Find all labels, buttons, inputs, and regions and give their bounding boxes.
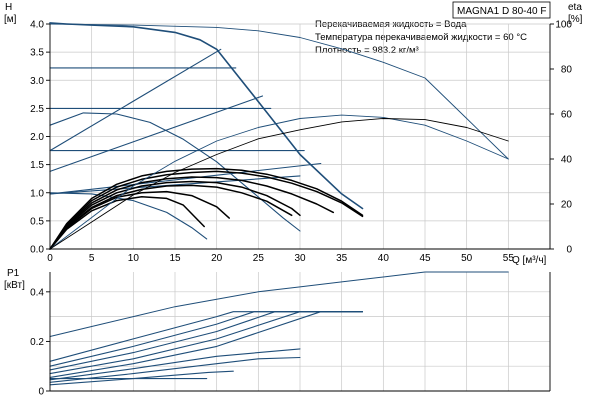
y2-tick-label: 40: [561, 155, 573, 166]
y-axis-unit: [м]: [4, 14, 17, 25]
y-tick-label: 0.0: [30, 245, 44, 256]
x-tick-label: 0: [47, 253, 53, 264]
power-y-tick-label: 0.2: [30, 337, 44, 348]
power-series-power-3: [49, 311, 364, 371]
x-tick-label: 55: [503, 253, 515, 264]
power-series-power-5: [49, 311, 364, 378]
power-series-power-6: [49, 348, 301, 381]
series-proportional-line-4: [49, 48, 222, 152]
y2-axis-title: eta: [568, 2, 582, 13]
x-tick-label: 45: [419, 253, 431, 264]
power-series-power-max-0: [49, 271, 509, 337]
chart-title: MAGNA1 D 80-40 F: [457, 6, 546, 17]
power-axis-unit: [кВт]: [4, 280, 25, 291]
y2-tick-label: 0: [566, 245, 572, 256]
power-series-power-4: [49, 311, 364, 375]
series-efficiency-17: [49, 114, 509, 250]
y-tick-label: 1.0: [30, 188, 44, 199]
x-tick-label: 5: [89, 253, 95, 264]
power-axis-title: P1: [7, 268, 20, 279]
x-tick-label: 20: [211, 253, 223, 264]
series-curve-9: [49, 192, 208, 240]
power-series-power-7: [49, 356, 301, 383]
series-efficiency-max-18: [49, 23, 509, 160]
y-tick-label: 2.0: [30, 132, 44, 143]
y2-tick-label: 80: [561, 65, 573, 76]
title-box: [452, 1, 551, 19]
series-proportional-line-6: [49, 162, 322, 195]
power-y-tick-label: 0: [38, 387, 44, 398]
x-axis-title: Q [м³/ч]: [512, 255, 547, 266]
series-curve-13: [49, 180, 301, 250]
series-curve-11: [49, 170, 364, 250]
power-series-power-8: [49, 370, 234, 386]
power-series-power-1: [49, 311, 364, 362]
y-tick-label: 1.5: [30, 160, 44, 171]
power-y-tick-label: 0.4: [30, 287, 44, 298]
x-tick-label: 35: [336, 253, 348, 264]
series-curve-10: [49, 167, 364, 250]
note-temperature: Температура перекачиваемой жидкости = 60…: [315, 32, 527, 43]
y-tick-label: 4.0: [30, 20, 44, 31]
x-tick-label: 30: [294, 253, 306, 264]
series-efficiency-part-19: [49, 118, 509, 250]
y2-axis-unit: [%]: [568, 14, 583, 25]
y-tick-label: 0.5: [30, 216, 44, 227]
y-axis-title: H: [5, 2, 12, 13]
y-tick-label: 2.5: [30, 104, 44, 115]
series-proportional-line-5: [49, 95, 264, 172]
series-curve-8: [49, 112, 301, 232]
note-density: Плотность = 983.2 кг/м³: [315, 45, 419, 56]
x-tick-label: 10: [128, 253, 140, 264]
x-tick-label: 25: [253, 253, 265, 264]
x-tick-label: 50: [461, 253, 473, 264]
y2-tick-label: 20: [561, 200, 573, 211]
x-tick-label: 15: [169, 253, 181, 264]
y-tick-label: 3.0: [30, 76, 44, 87]
series-curve-15: [49, 190, 230, 250]
note-fluid: Перекачиваемая жидкость = Вода: [315, 19, 467, 30]
series-curve-16: [49, 195, 205, 250]
x-tick-label: 40: [378, 253, 390, 264]
y2-tick-label: 60: [561, 110, 573, 121]
series-curve-12: [49, 176, 335, 250]
series-proportional-line-7: [49, 175, 301, 195]
y2-tick-label: 100: [555, 20, 572, 31]
y-tick-label: 3.5: [30, 48, 44, 59]
